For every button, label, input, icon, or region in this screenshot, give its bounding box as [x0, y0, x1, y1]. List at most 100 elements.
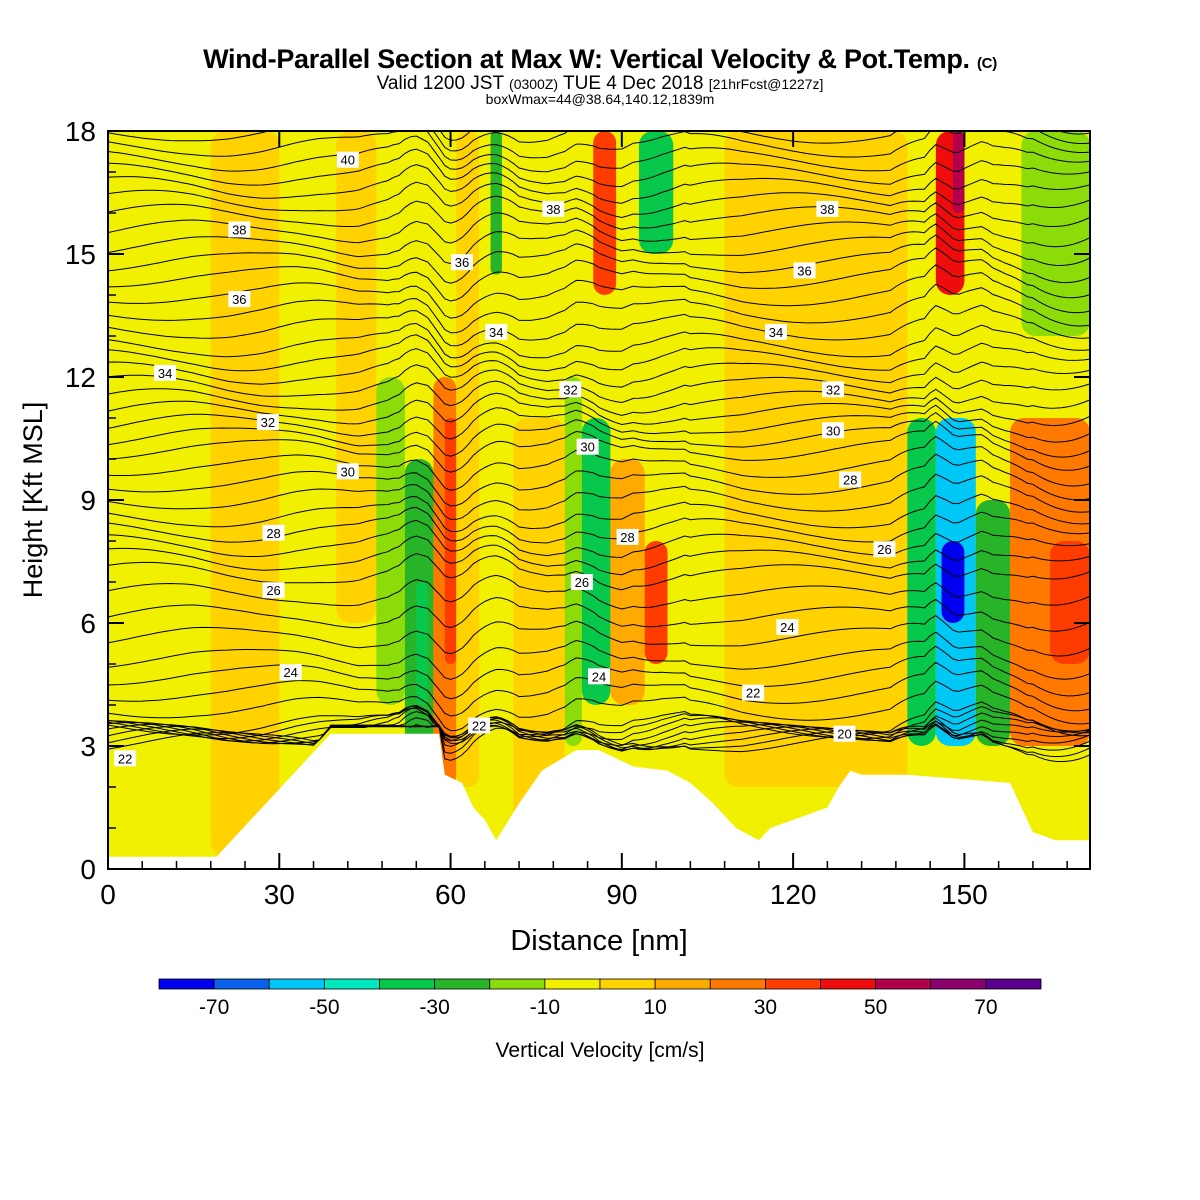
- colorbar-tick-label: 50: [864, 996, 887, 1019]
- contour-label-bg: [822, 381, 845, 398]
- contour-label-bg: [336, 151, 359, 168]
- theta-contour-line: [108, 348, 1090, 388]
- contour-label-bg: [833, 725, 856, 742]
- contour-label: 30: [822, 422, 845, 439]
- contour-label-bg: [576, 438, 599, 455]
- theta-contour-line: [108, 435, 1090, 491]
- contour-label: 30: [576, 438, 599, 455]
- contour-label: 36: [450, 254, 473, 271]
- contour-label-text: 32: [826, 382, 840, 397]
- contour-label-bg: [542, 200, 565, 217]
- contour-label-bg: [764, 323, 787, 340]
- contour-label-text: 24: [592, 669, 606, 684]
- colorbar-swatch: [158, 978, 215, 990]
- y-tick-label: 15: [65, 239, 96, 270]
- contour-label-text: 26: [575, 575, 589, 590]
- contour-label-bg: [776, 619, 799, 636]
- colorbar-tick-label: 70: [974, 996, 997, 1019]
- theta-contour-line: [108, 223, 1090, 267]
- velocity-cell: [210, 131, 280, 857]
- colorbar-swatch: [875, 978, 932, 990]
- theta-contour-line: [108, 704, 1090, 742]
- colorbar-swatch: [820, 978, 877, 990]
- contour-label-text: 22: [118, 751, 132, 766]
- contour-label: 26: [570, 574, 593, 590]
- contour-label-text: 32: [563, 382, 577, 397]
- contour-label-bg: [279, 664, 302, 681]
- y-axis-label: Height [Kft MSL]: [18, 402, 48, 599]
- velocity-cell: [1021, 131, 1090, 336]
- contour-label: 34: [764, 323, 787, 340]
- chart-title: Wind-Parallel Section at Max W: Vertical…: [0, 44, 1200, 75]
- velocity-cell: [279, 131, 337, 603]
- theta-contour-line: [108, 234, 1090, 284]
- contour-label: 24: [776, 619, 799, 636]
- x-tick-label: 60: [435, 879, 466, 910]
- theta-contour-line: [108, 574, 1090, 610]
- colorbar-swatch: [379, 978, 436, 990]
- contour-label-text: 26: [266, 583, 280, 598]
- contour-label-bg: [228, 291, 251, 308]
- valid-date: TUE 4 Dec 2018: [563, 73, 704, 94]
- terrain-mask: [108, 733, 1090, 869]
- contour-label: 38: [228, 221, 251, 238]
- contour-label: 38: [816, 200, 839, 217]
- velocity-cell: [1050, 541, 1090, 664]
- contour-label-bg: [256, 414, 279, 431]
- contour-label-text: 34: [769, 325, 783, 340]
- colorbar-tick-label: -70: [199, 996, 229, 1019]
- velocity-cell: [638, 131, 674, 254]
- theta-contour-line: [108, 181, 1090, 219]
- velocity-cell: [678, 459, 725, 746]
- colorbar-swatch: [599, 978, 656, 990]
- y-tick-label: 18: [65, 116, 96, 147]
- contour-label-bg: [839, 471, 862, 488]
- velocity-cell: [644, 541, 668, 664]
- contour-label-text: 28: [620, 530, 634, 545]
- theta-contour-line: [108, 334, 1090, 372]
- contour-label-text: 30: [341, 464, 355, 479]
- theta-contour-line: [108, 717, 1090, 763]
- velocity-cell: [416, 582, 428, 705]
- contour-label-text: 24: [283, 665, 297, 680]
- potential-temperature-contours: [108, 131, 1090, 763]
- contour-label-bg: [588, 668, 610, 685]
- theta-contour-line: [108, 322, 1090, 359]
- colorbar-swatch: [268, 978, 325, 990]
- contour-label: 36: [228, 291, 251, 308]
- contour-label: 28: [262, 524, 285, 541]
- colorbar-swatch: [213, 978, 270, 990]
- theta-contour-line: [108, 631, 1090, 680]
- colorbar-tick-label: -10: [530, 996, 560, 1019]
- colorbar-tick-label: -30: [419, 996, 449, 1019]
- contour-label: 34: [485, 323, 508, 340]
- contour-label-bg: [450, 254, 473, 271]
- x-tick-label: 120: [770, 879, 817, 910]
- contour-label-text: 26: [877, 542, 891, 557]
- contour-label-bg: [154, 364, 177, 381]
- contour-label-bg: [228, 221, 251, 238]
- velocity-cell: [952, 131, 965, 213]
- theta-contour-line: [108, 195, 1090, 230]
- contour-label-bg: [485, 323, 508, 340]
- contour-label-text: 36: [232, 292, 246, 307]
- theta-contour-line: [108, 680, 1090, 732]
- velocity-cell: [456, 131, 480, 787]
- x-tick-label: 30: [264, 879, 295, 910]
- y-tick-label: 12: [65, 362, 96, 393]
- colorbar: -70 -50 -30 -10 10 30 50 70: [158, 978, 1042, 1019]
- theta-contour-line: [108, 493, 1090, 533]
- contour-label-text: 30: [826, 423, 840, 438]
- contour-label-text: 20: [837, 727, 851, 742]
- theta-contour-line: [108, 283, 1090, 334]
- contour-label-text: 36: [455, 255, 469, 270]
- theta-contour-line: [108, 264, 1090, 319]
- theta-contour-line: [108, 148, 1090, 188]
- contour-label: 32: [559, 381, 582, 398]
- contour-label-text: 38: [546, 202, 560, 217]
- contour-label: 30: [336, 463, 359, 480]
- colorbar-tick-label: 10: [643, 996, 666, 1019]
- colorbar-swatch: [985, 978, 1042, 990]
- contour-label-text: 40: [341, 153, 355, 168]
- contour-label-bg: [793, 262, 816, 279]
